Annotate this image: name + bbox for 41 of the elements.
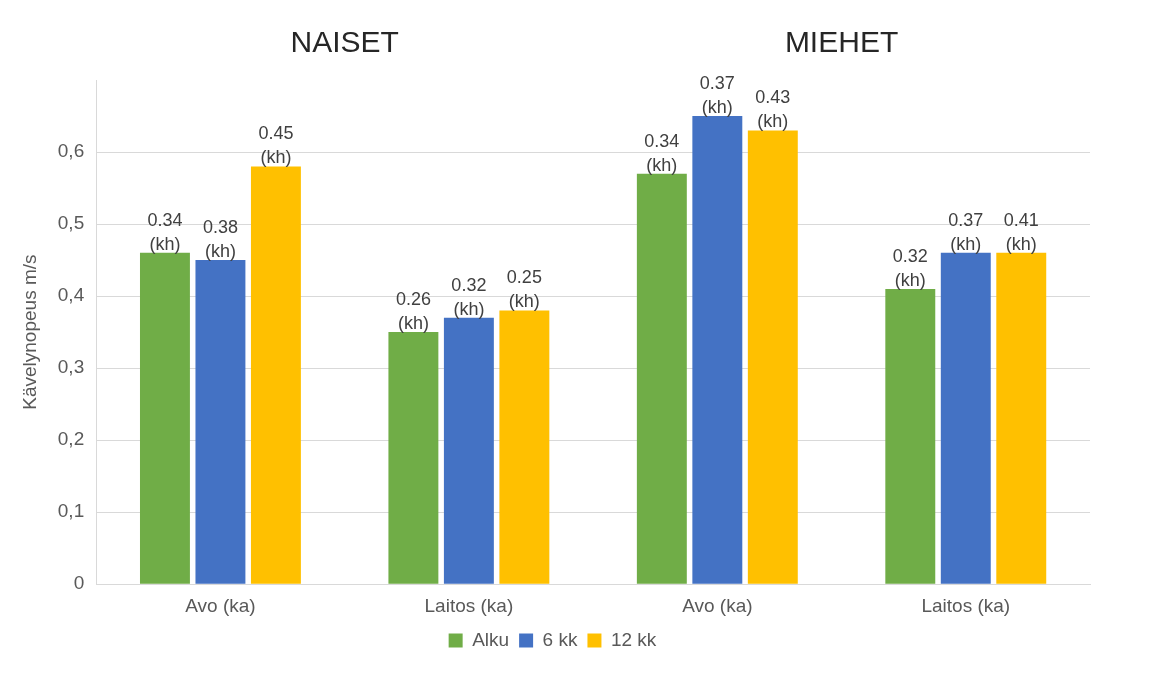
y-tick-label: 0 xyxy=(73,572,85,594)
annotation: 0.37 (kh) xyxy=(948,209,984,254)
annotation: 0.43 (kh) xyxy=(755,87,791,132)
x-tick-label: Laitos (ka) xyxy=(424,594,514,616)
bar xyxy=(692,116,743,584)
x-tick-label: Avo (ka) xyxy=(682,594,753,616)
annotation: 0.34 (kh) xyxy=(147,209,183,254)
y-axis-title: Kävelynopeus m/s xyxy=(18,254,40,410)
y-tick-label: 0,3 xyxy=(57,356,85,378)
legend-label: Alku xyxy=(472,628,510,650)
y-tick-label: 0,6 xyxy=(57,140,85,162)
annotation: 0.45 (kh) xyxy=(258,123,294,168)
bar xyxy=(940,252,991,584)
y-tick-label: 0,2 xyxy=(57,428,85,450)
annotation: 0.34 (kh) xyxy=(644,130,680,175)
annotation: 0.41 (kh) xyxy=(1003,209,1039,254)
bar xyxy=(195,260,246,584)
legend-label: 12 kk xyxy=(610,628,657,650)
y-tick-label: 0,5 xyxy=(57,212,85,234)
x-tick-label: Laitos (ka) xyxy=(921,594,1011,616)
x-tick-label: Avo (ka) xyxy=(185,594,256,616)
bar xyxy=(388,332,439,584)
text: MIEHET xyxy=(784,25,899,59)
annotation: 0.25 (kh) xyxy=(506,267,542,312)
bar xyxy=(636,173,687,584)
y-tick-label: 0,1 xyxy=(57,500,85,522)
legend-label: 6 kk xyxy=(542,628,578,650)
y-tick-label: 0,4 xyxy=(57,284,85,306)
annotation: 0.32 (kh) xyxy=(451,274,487,319)
bar xyxy=(139,252,190,584)
bar xyxy=(443,317,494,584)
annotation: 0.32 (kh) xyxy=(892,245,928,290)
bar xyxy=(996,252,1047,584)
annotation: 0.38 (kh) xyxy=(202,217,238,262)
bar xyxy=(250,166,301,584)
text: NAISET xyxy=(290,25,399,59)
bar xyxy=(747,130,798,584)
bar xyxy=(885,288,936,584)
annotation: 0.37 (kh) xyxy=(699,72,735,117)
annotation: 0.26 (kh) xyxy=(395,289,431,334)
bar xyxy=(499,310,550,584)
